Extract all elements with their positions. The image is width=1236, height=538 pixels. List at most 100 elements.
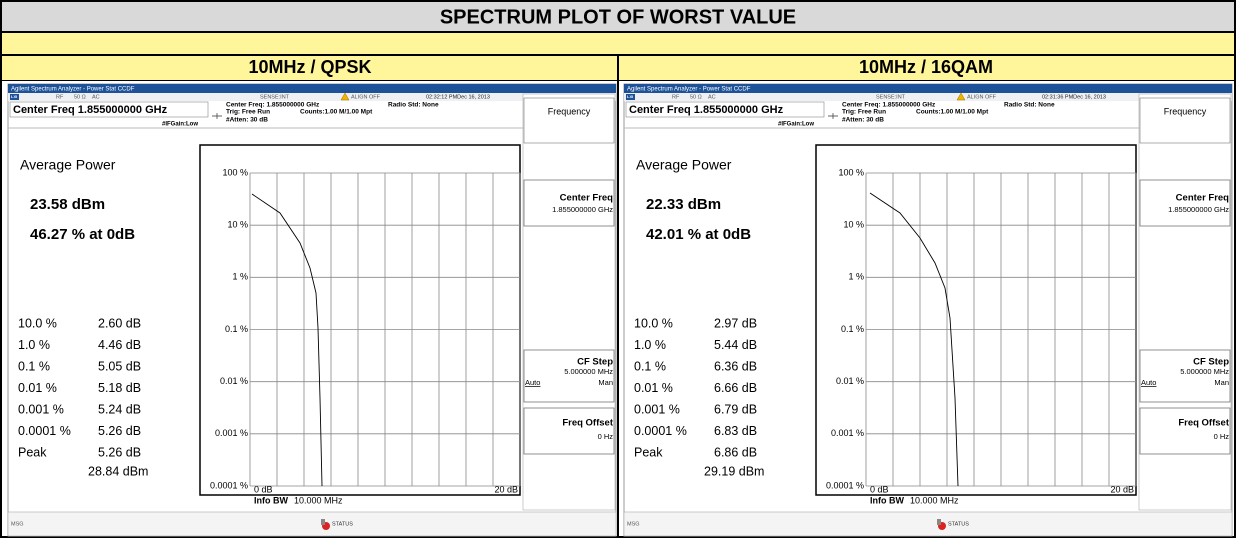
softkey-value: 1.855000000 GHz bbox=[552, 205, 613, 214]
center-freq-box bbox=[625, 101, 825, 118]
y-axis-label: 0.01 % bbox=[836, 376, 864, 386]
window-title: Agilent Spectrum Analyzer - Power Stat C… bbox=[627, 87, 751, 93]
stat-value: 6.66 dB bbox=[714, 381, 757, 395]
analyzer-screen: Agilent Spectrum Analyzer - Power Stat C… bbox=[623, 83, 1233, 537]
msg: MSG bbox=[11, 521, 24, 527]
y-axis-label: 0.001 % bbox=[215, 428, 248, 438]
y-axis-label: 1 % bbox=[232, 272, 248, 282]
center-freq-box-text: Center Freq 1.855000000 GHz bbox=[629, 104, 784, 116]
ccdf-curve bbox=[251, 193, 323, 487]
status: STATUS bbox=[948, 521, 969, 527]
softkey-title-text: Frequency bbox=[548, 106, 591, 116]
softkey-option: Man bbox=[1214, 378, 1229, 387]
y-axis-label: 0.0001 % bbox=[210, 480, 248, 490]
softkey-label: Center Freq bbox=[560, 193, 614, 204]
softkey-title-text: Frequency bbox=[1164, 106, 1207, 116]
stat-probability: 1.0 % bbox=[18, 338, 50, 352]
coupling: AC bbox=[92, 94, 100, 100]
softkey-value: 0 Hz bbox=[1214, 432, 1230, 441]
info-bw: 10.000 MHz bbox=[294, 495, 343, 505]
y-axis-label: 100 % bbox=[838, 167, 864, 177]
peak-db: 6.86 dB bbox=[714, 445, 757, 459]
x-axis-end: 20 dB bbox=[1110, 484, 1134, 494]
softkey bbox=[523, 179, 615, 227]
softkey bbox=[1139, 179, 1231, 227]
counts: Counts:1.00 M/1.00 Mpt bbox=[300, 109, 373, 116]
msg: MSG bbox=[627, 521, 640, 527]
softkey bbox=[523, 349, 615, 403]
softkey-title bbox=[1139, 97, 1231, 144]
info-bw-label: Info BW bbox=[254, 495, 288, 505]
center-freq: Center Freq: 1.855000000 GHz bbox=[226, 102, 320, 109]
atten: #Atten: 30 dB bbox=[842, 117, 884, 124]
stat-value: 5.05 dB bbox=[98, 359, 141, 373]
window-title-bar bbox=[8, 84, 616, 93]
lxi: LXI bbox=[627, 94, 633, 99]
average-power-label: Average Power bbox=[20, 157, 116, 173]
stat-probability: 0.001 % bbox=[634, 402, 680, 416]
graph-box bbox=[815, 144, 1137, 496]
stat-probability: 0.01 % bbox=[634, 381, 673, 395]
x-axis-start: 0 dB bbox=[254, 484, 273, 494]
stat-probability: 1.0 % bbox=[634, 338, 666, 352]
center-freq-box bbox=[9, 101, 209, 118]
softkey-option: Auto bbox=[525, 378, 540, 387]
trig-icon bbox=[828, 113, 838, 119]
rf: RF bbox=[672, 94, 680, 100]
stat-value: 2.60 dB bbox=[98, 316, 141, 330]
message-bar bbox=[623, 511, 1233, 537]
softkey-label: CF Step bbox=[577, 357, 613, 368]
softkey-label: CF Step bbox=[1193, 357, 1229, 368]
status-row bbox=[8, 93, 616, 101]
y-axis-label: 1 % bbox=[848, 272, 864, 282]
softkey-value: 0 Hz bbox=[598, 432, 614, 441]
lxi-badge bbox=[10, 94, 19, 100]
lxi-badge bbox=[626, 94, 635, 100]
column-header: 10MHz / QPSK bbox=[248, 57, 371, 77]
radio-std: Radio Std: None bbox=[388, 102, 439, 109]
warning-icon bbox=[340, 92, 350, 101]
stat-value: 5.26 dB bbox=[98, 424, 141, 438]
trig: Trig: Free Run bbox=[842, 109, 886, 116]
atten: #Atten: 30 dB bbox=[226, 117, 268, 124]
softkey-label: Center Freq bbox=[1176, 193, 1230, 204]
stat-probability: 0.01 % bbox=[18, 381, 57, 395]
stat-value: 4.46 dB bbox=[98, 338, 141, 352]
ccdf-curve bbox=[869, 192, 959, 487]
softkey-label: Freq Offset bbox=[1178, 418, 1230, 429]
stat-value: 6.83 dB bbox=[714, 424, 757, 438]
x-axis-start: 0 dB bbox=[870, 484, 889, 494]
peak-label: Peak bbox=[634, 445, 663, 459]
stat-probability: 10.0 % bbox=[634, 316, 673, 330]
trig-icon bbox=[212, 113, 222, 119]
status: STATUS bbox=[332, 521, 353, 527]
analyzer-screen: Agilent Spectrum Analyzer - Power Stat C… bbox=[7, 83, 617, 537]
softkey-title bbox=[523, 97, 615, 144]
softkey-value: 1.855000000 GHz bbox=[1168, 205, 1229, 214]
softkey bbox=[1139, 349, 1231, 403]
time: 02:31:36 PMDec 16, 2013 bbox=[1042, 94, 1106, 100]
peak-dbm: 28.84 dBm bbox=[88, 464, 148, 478]
lxi: LXI bbox=[11, 94, 17, 99]
stat-value: 5.24 dB bbox=[98, 402, 141, 416]
softkey-value: 5.000000 MHz bbox=[1180, 367, 1229, 376]
table-title: SPECTRUM PLOT OF WORST VALUE bbox=[440, 6, 796, 28]
stat-value: 2.97 dB bbox=[714, 316, 757, 330]
y-axis-label: 0.1 % bbox=[225, 324, 248, 334]
softkey bbox=[1139, 407, 1231, 455]
y-axis-label: 0.0001 % bbox=[826, 480, 864, 490]
stat-value: 5.18 dB bbox=[98, 381, 141, 395]
y-axis-label: 0.001 % bbox=[831, 428, 864, 438]
peak-dbm: 29.19 dBm bbox=[704, 464, 764, 478]
stat-probability: 0.1 % bbox=[18, 359, 50, 373]
x-axis-end: 20 dB bbox=[494, 484, 518, 494]
impedance: 50 Ω bbox=[690, 94, 702, 100]
align: ALIGN OFF bbox=[967, 94, 997, 100]
coupling: AC bbox=[708, 94, 716, 100]
rf: RF bbox=[56, 94, 64, 100]
peak-label: Peak bbox=[18, 445, 47, 459]
y-axis-label: 0.1 % bbox=[841, 324, 864, 334]
info-bw: 10.000 MHz bbox=[910, 495, 959, 505]
radio-std: Radio Std: None bbox=[1004, 102, 1055, 109]
